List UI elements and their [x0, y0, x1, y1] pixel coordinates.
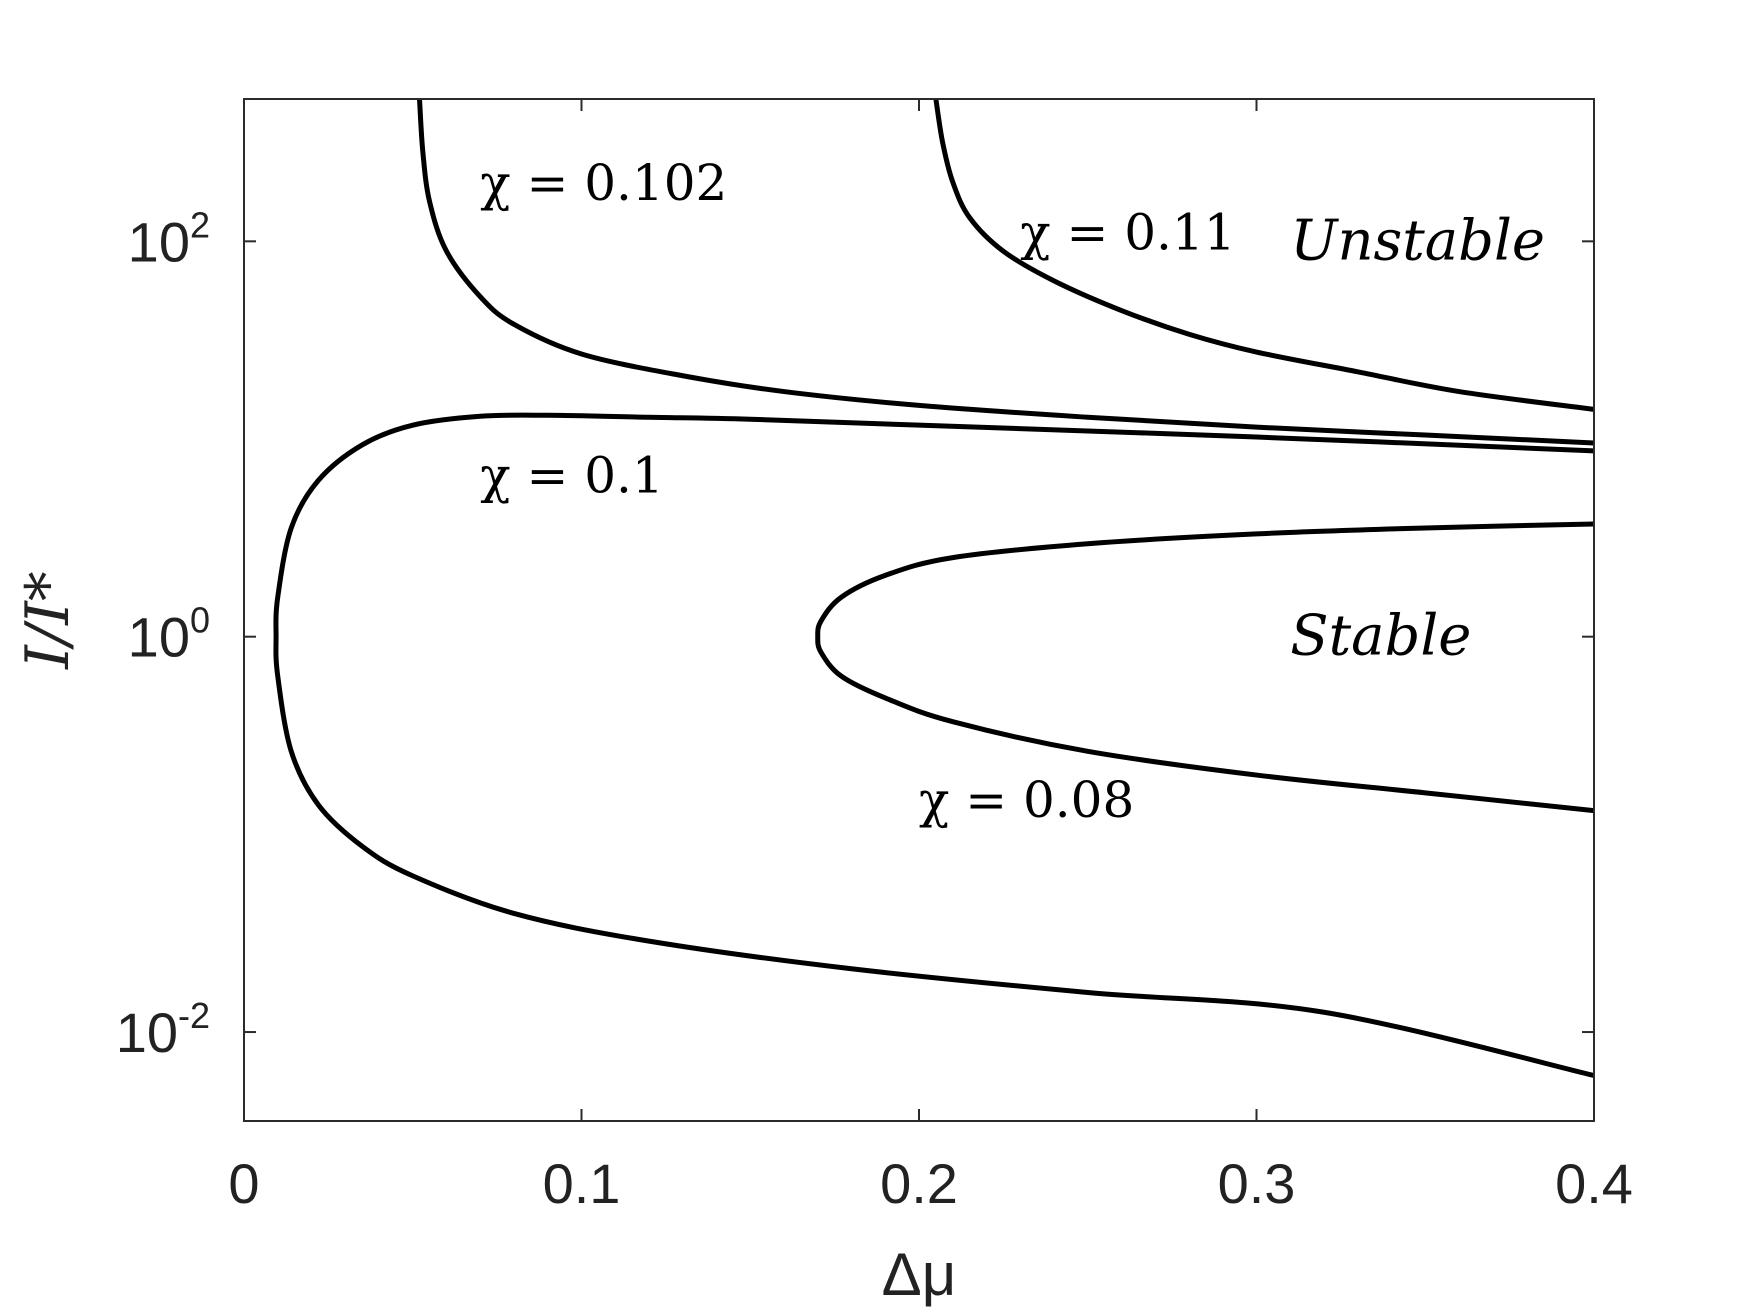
- x-tick-label: 0.1: [543, 1152, 621, 1215]
- series-group: [273, 99, 1594, 1079]
- series-line-3: [273, 412, 1594, 1079]
- annotation-label: Stable: [1290, 604, 1471, 669]
- y-axis-label: I/I*: [13, 571, 83, 670]
- x-tick-label: 0.3: [1218, 1152, 1296, 1215]
- y-tick-labels: 102 100 10-2: [116, 204, 210, 1064]
- tick-marks: [243, 99, 1595, 1121]
- annotation-label: χ = 0.1: [480, 447, 664, 505]
- annotation-label: χ = 0.102: [480, 154, 727, 212]
- series-line-1: [417, 99, 1594, 446]
- x-tick-label: 0.4: [1555, 1152, 1633, 1215]
- series-line-2: [933, 99, 1594, 412]
- annotation-label: Unstable: [1290, 208, 1545, 273]
- y-tick-label: 102: [128, 204, 210, 273]
- x-axis-label: Δμ: [882, 1241, 957, 1308]
- y-tick-label: 100: [128, 600, 210, 669]
- x-tick-label: 0: [228, 1152, 259, 1215]
- x-tick-label: 0.2: [880, 1152, 958, 1215]
- series-line-4: [815, 521, 1594, 814]
- y-tick-label: 10-2: [116, 995, 210, 1064]
- annotations-group: χ = 0.102 χ = 0.11 χ = 0.1 χ = 0.08 Unstable…: [480, 154, 1545, 829]
- annotation-label: χ = 0.11: [1020, 203, 1235, 261]
- annotation-label: χ = 0.08: [919, 771, 1134, 829]
- x-tick-labels: 0 0.1 0.2 0.3 0.4: [228, 1152, 1633, 1215]
